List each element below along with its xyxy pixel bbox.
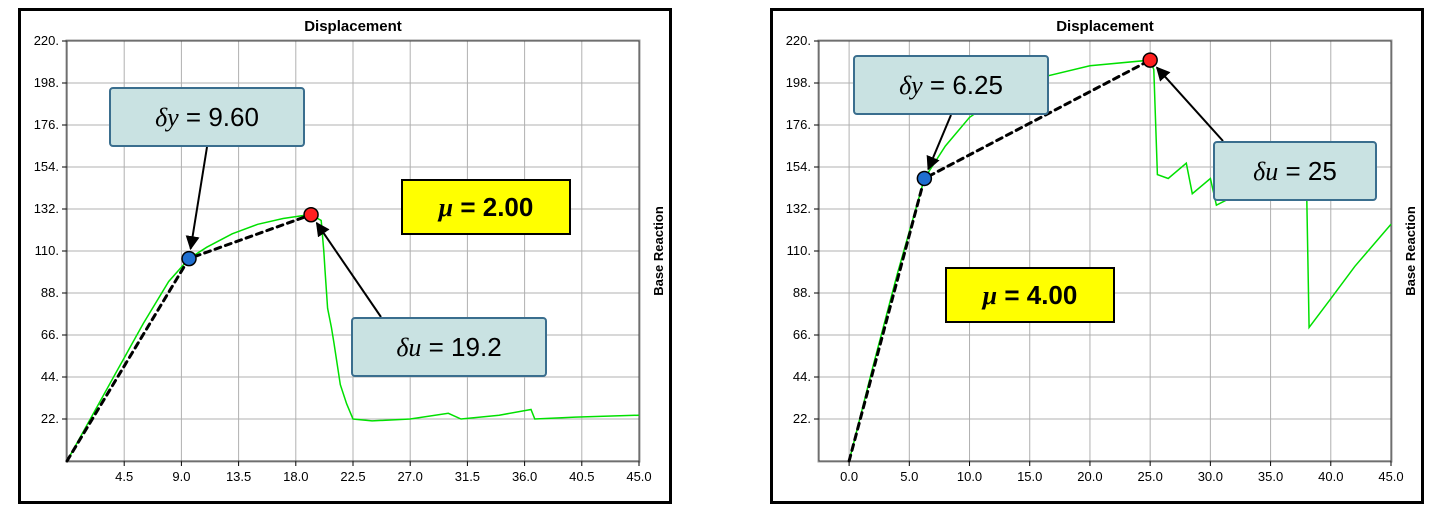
y-tick-label: 132. xyxy=(786,201,811,216)
y-tick-label: 176. xyxy=(786,117,811,132)
y-tick-label: 44. xyxy=(793,369,811,384)
y-tick-label: 220. xyxy=(34,33,59,48)
y-tick-label: 88. xyxy=(41,285,59,300)
ductility-mu-callout: μ = 2.00 xyxy=(401,179,571,235)
delta-u-callout: δu = 25 xyxy=(1213,141,1377,201)
x-tick-label: 31.5 xyxy=(455,469,480,484)
ultimate-point-marker xyxy=(1143,53,1157,67)
x-tick-label: 5.0 xyxy=(900,469,918,484)
x-tick-label: 40.5 xyxy=(569,469,594,484)
x-tick-label: 36.0 xyxy=(512,469,537,484)
y-tick-label: 88. xyxy=(793,285,811,300)
delta-y-callout: δy = 6.25 xyxy=(853,55,1049,115)
x-tick-label: 18.0 xyxy=(283,469,308,484)
y-tick-label: 22. xyxy=(793,411,811,426)
y-tick-label: 198. xyxy=(34,75,59,90)
y-tick-label: 198. xyxy=(786,75,811,90)
y-tick-label: 132. xyxy=(34,201,59,216)
y-axis-right-label: Base Reaction xyxy=(1403,206,1418,296)
x-tick-label: 22.5 xyxy=(340,469,365,484)
x-tick-label: 30.0 xyxy=(1198,469,1223,484)
y-tick-label: 176. xyxy=(34,117,59,132)
y-tick-label: 154. xyxy=(34,159,59,174)
x-tick-label: 40.0 xyxy=(1318,469,1343,484)
chart-title: Displacement xyxy=(304,18,402,35)
x-tick-label: 10.0 xyxy=(957,469,982,484)
x-tick-label: 0.0 xyxy=(840,469,858,484)
x-tick-label: 13.5 xyxy=(226,469,251,484)
x-tick-label: 27.0 xyxy=(398,469,423,484)
x-tick-label: 45.0 xyxy=(1378,469,1403,484)
chart-title: Displacement xyxy=(1056,18,1154,35)
chart-panel: Displacement Base Reaction 22. 44. 66. 88. 110… xyxy=(18,8,672,504)
delta-u-callout: δu = 19.2 xyxy=(351,317,547,377)
chart-panel: Displacement Base Reaction 22. 44. 66. 88. 110… xyxy=(770,8,1424,504)
yield-point-marker xyxy=(182,252,196,266)
y-tick-label: 110. xyxy=(787,243,811,258)
x-tick-label: 20.0 xyxy=(1077,469,1102,484)
chart-svg: Displacement Base Reaction 22. 44. 66. 88. 110… xyxy=(21,11,669,501)
y-tick-label: 154. xyxy=(786,159,811,174)
x-tick-label: 15.0 xyxy=(1017,469,1042,484)
x-tick-label: 9.0 xyxy=(172,469,190,484)
y-tick-label: 44. xyxy=(41,369,59,384)
y-axis-right-label: Base Reaction xyxy=(651,206,666,296)
ultimate-point-marker xyxy=(304,208,318,222)
y-tick-label: 110. xyxy=(35,243,59,258)
y-tick-label: 66. xyxy=(793,327,811,342)
delta-y-callout: δy = 9.60 xyxy=(109,87,305,147)
y-tick-label: 220. xyxy=(786,33,811,48)
y-tick-label: 22. xyxy=(41,411,59,426)
yield-point-marker xyxy=(917,171,931,185)
x-tick-label: 45.0 xyxy=(626,469,651,484)
y-tick-label: 66. xyxy=(41,327,59,342)
x-tick-label: 4.5 xyxy=(115,469,133,484)
ductility-mu-callout: μ = 4.00 xyxy=(945,267,1115,323)
x-tick-label: 35.0 xyxy=(1258,469,1283,484)
x-tick-label: 25.0 xyxy=(1138,469,1163,484)
